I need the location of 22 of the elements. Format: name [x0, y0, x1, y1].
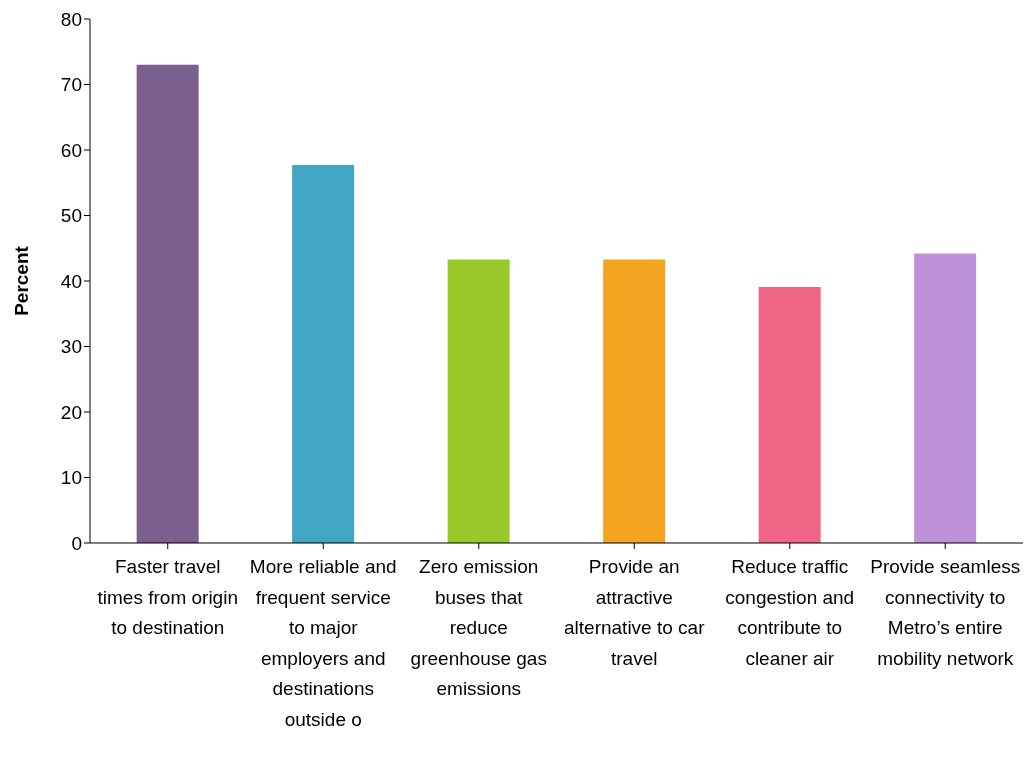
- bar: [758, 286, 821, 543]
- y-tick-label: 40: [60, 270, 82, 292]
- y-tick-label: 20: [60, 401, 82, 423]
- y-tick-label: 10: [60, 467, 82, 489]
- y-tick-label: 70: [60, 74, 82, 96]
- bar: [447, 259, 510, 543]
- x-tick-label: Provide seamless connectivity to Metro’s entire mobility network: [870, 556, 1021, 669]
- y-axis-title: Percent: [10, 245, 32, 316]
- bar: [914, 253, 977, 543]
- bar: [292, 165, 355, 543]
- y-tick-label: 80: [60, 8, 82, 30]
- x-tick-label: Reduce traffic congestion and contribute to cleaner air: [725, 556, 855, 669]
- x-tick-label: Zero emission buses that reduce greenhouse gas emissions: [410, 556, 547, 699]
- y-tick-label: 30: [60, 336, 82, 358]
- bar: [603, 259, 666, 543]
- bar: [136, 64, 199, 543]
- x-tick-label: Faster travel times from origin to destination: [97, 556, 238, 638]
- x-tick-label: Provide an attractive alternative to car travel: [564, 556, 706, 669]
- y-tick-label: 60: [60, 139, 82, 161]
- y-tick-label: 50: [60, 205, 82, 227]
- x-tick-label: More reliable and frequent service to major employers and destinations outside o: [249, 556, 397, 730]
- y-tick-label: 0: [71, 532, 82, 554]
